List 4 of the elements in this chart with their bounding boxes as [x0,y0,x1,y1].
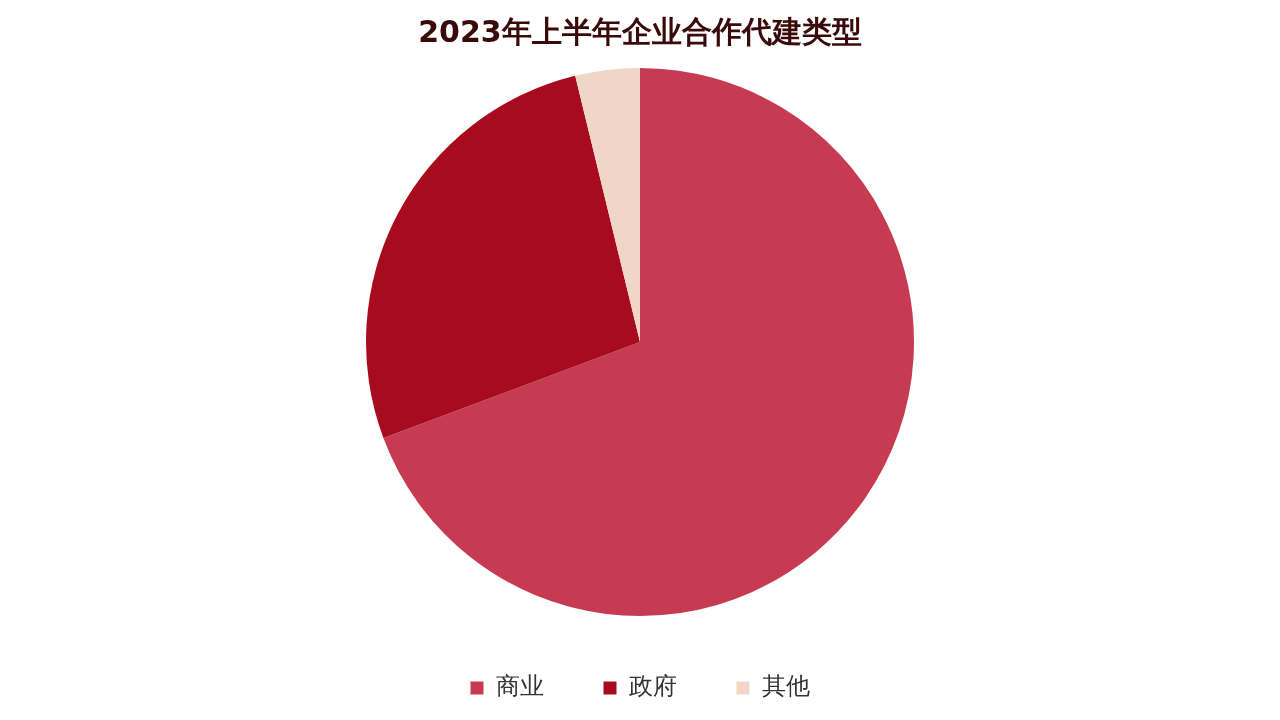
legend-label: 商业 [495,672,544,701]
chart-title: 2023年上半年企业合作代建类型 [418,13,862,49]
legend-label: 其他 [761,672,810,701]
legend-label: 政府 [628,672,677,701]
